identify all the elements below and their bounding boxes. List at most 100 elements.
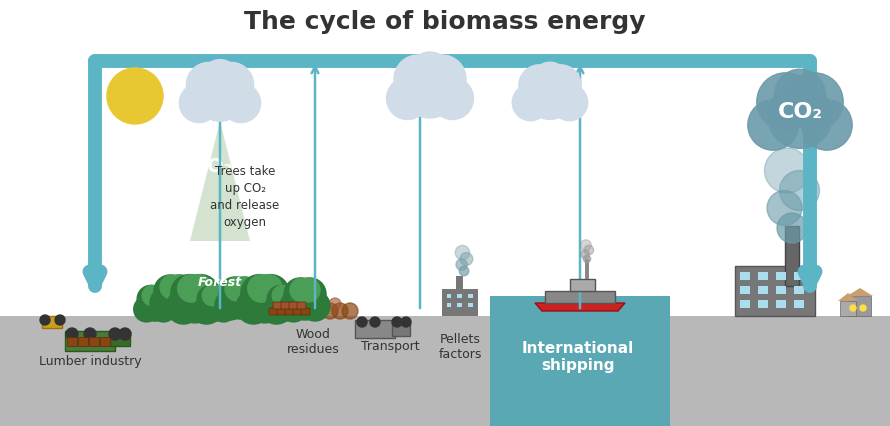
Circle shape <box>219 277 251 309</box>
FancyBboxPatch shape <box>213 306 217 316</box>
Circle shape <box>244 282 286 323</box>
Circle shape <box>767 191 802 226</box>
FancyBboxPatch shape <box>42 316 62 328</box>
Circle shape <box>182 275 219 312</box>
Circle shape <box>456 259 467 271</box>
Circle shape <box>235 290 265 320</box>
FancyBboxPatch shape <box>457 294 462 298</box>
Circle shape <box>195 72 246 122</box>
Circle shape <box>109 328 121 340</box>
Circle shape <box>40 315 50 325</box>
Circle shape <box>166 275 190 299</box>
Circle shape <box>267 286 295 313</box>
Circle shape <box>551 85 587 121</box>
Text: Forest: Forest <box>198 275 242 288</box>
Circle shape <box>263 297 289 322</box>
Text: International
shipping: International shipping <box>522 340 634 372</box>
Circle shape <box>211 297 236 322</box>
Circle shape <box>259 290 294 324</box>
Circle shape <box>278 286 298 306</box>
FancyBboxPatch shape <box>740 300 750 308</box>
Circle shape <box>272 286 293 306</box>
FancyBboxPatch shape <box>297 302 306 309</box>
FancyBboxPatch shape <box>442 289 478 316</box>
FancyBboxPatch shape <box>78 338 88 347</box>
FancyBboxPatch shape <box>392 322 410 336</box>
Circle shape <box>780 171 820 211</box>
Circle shape <box>171 275 207 312</box>
Circle shape <box>66 328 78 340</box>
Circle shape <box>229 277 261 309</box>
Circle shape <box>284 278 316 310</box>
FancyBboxPatch shape <box>302 302 308 314</box>
FancyBboxPatch shape <box>0 316 890 426</box>
FancyBboxPatch shape <box>110 331 130 346</box>
Circle shape <box>215 290 245 320</box>
Circle shape <box>206 286 233 313</box>
Circle shape <box>202 286 222 306</box>
FancyBboxPatch shape <box>468 303 473 307</box>
Text: Wood
residues: Wood residues <box>287 327 339 355</box>
Circle shape <box>748 101 798 151</box>
FancyBboxPatch shape <box>456 276 463 294</box>
Circle shape <box>236 290 271 324</box>
FancyBboxPatch shape <box>355 320 395 338</box>
FancyBboxPatch shape <box>191 302 198 316</box>
FancyBboxPatch shape <box>849 296 871 316</box>
Circle shape <box>150 288 180 318</box>
FancyBboxPatch shape <box>101 338 110 347</box>
FancyBboxPatch shape <box>277 308 286 315</box>
Circle shape <box>178 275 206 302</box>
Text: The cycle of biomass energy: The cycle of biomass energy <box>244 10 646 34</box>
Circle shape <box>765 149 810 193</box>
Circle shape <box>247 275 275 302</box>
Circle shape <box>394 56 442 104</box>
Circle shape <box>198 286 224 313</box>
FancyBboxPatch shape <box>68 338 77 347</box>
Text: CO₂: CO₂ <box>778 102 822 122</box>
FancyBboxPatch shape <box>65 331 115 351</box>
Circle shape <box>539 66 581 107</box>
Circle shape <box>107 69 163 125</box>
FancyBboxPatch shape <box>289 302 298 309</box>
Text: Pellets
factors: Pellets factors <box>438 332 481 360</box>
Circle shape <box>280 297 306 322</box>
FancyBboxPatch shape <box>794 272 804 280</box>
Circle shape <box>342 303 358 319</box>
FancyBboxPatch shape <box>281 302 290 309</box>
FancyBboxPatch shape <box>447 303 451 307</box>
Circle shape <box>802 101 853 151</box>
FancyBboxPatch shape <box>776 286 786 294</box>
Polygon shape <box>535 303 625 311</box>
FancyBboxPatch shape <box>282 306 287 316</box>
Circle shape <box>154 275 186 307</box>
Circle shape <box>280 291 310 321</box>
Circle shape <box>200 60 239 100</box>
Circle shape <box>231 277 255 301</box>
Circle shape <box>287 284 323 320</box>
Circle shape <box>777 213 807 243</box>
FancyBboxPatch shape <box>735 266 815 316</box>
FancyBboxPatch shape <box>545 291 615 303</box>
Circle shape <box>775 70 825 120</box>
Circle shape <box>527 73 573 120</box>
FancyBboxPatch shape <box>90 338 100 347</box>
Circle shape <box>370 317 380 327</box>
Circle shape <box>150 297 176 322</box>
FancyBboxPatch shape <box>262 302 269 316</box>
Circle shape <box>186 63 231 108</box>
Circle shape <box>170 288 200 318</box>
Circle shape <box>459 267 469 276</box>
Circle shape <box>580 240 591 251</box>
FancyBboxPatch shape <box>237 301 243 313</box>
Circle shape <box>322 303 338 319</box>
Circle shape <box>786 74 843 131</box>
Circle shape <box>148 286 167 306</box>
Circle shape <box>207 286 228 306</box>
FancyBboxPatch shape <box>740 286 750 294</box>
FancyBboxPatch shape <box>840 301 856 316</box>
Circle shape <box>194 297 219 322</box>
FancyBboxPatch shape <box>269 308 278 315</box>
Circle shape <box>581 250 589 259</box>
Circle shape <box>166 290 201 324</box>
